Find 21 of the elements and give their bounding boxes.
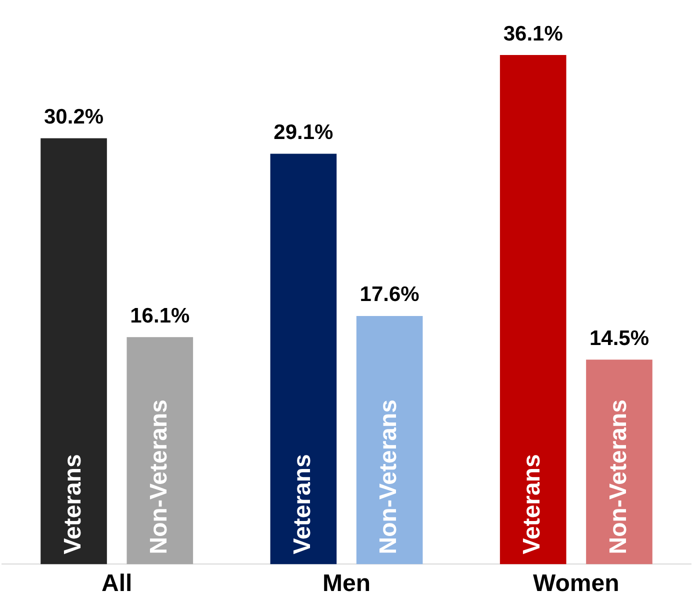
text: Non-Veterans: [604, 399, 632, 554]
bar: [500, 55, 566, 564]
data-label: 29.1%: [274, 121, 334, 144]
series-label: Non-Veterans: [146, 399, 173, 554]
x-tick-label: All: [101, 570, 132, 598]
data-label: 30.2%: [44, 106, 104, 129]
text: Non-Veterans: [375, 399, 402, 554]
x-tick-label: Men: [322, 570, 370, 598]
bar: [126, 337, 194, 564]
x-tick-label: Women: [533, 570, 620, 598]
bar: [356, 316, 423, 564]
bar: [586, 360, 652, 564]
series-label: Veterans: [59, 454, 86, 554]
bar: [40, 138, 107, 564]
data-label: 16.1%: [130, 304, 190, 328]
data-label: 14.5%: [589, 326, 650, 350]
bar: [270, 154, 337, 564]
data-label: 36.1%: [503, 22, 564, 46]
data-label: 17.6%: [360, 283, 420, 306]
text: Veterans: [518, 454, 546, 554]
text: Veterans: [289, 454, 316, 554]
